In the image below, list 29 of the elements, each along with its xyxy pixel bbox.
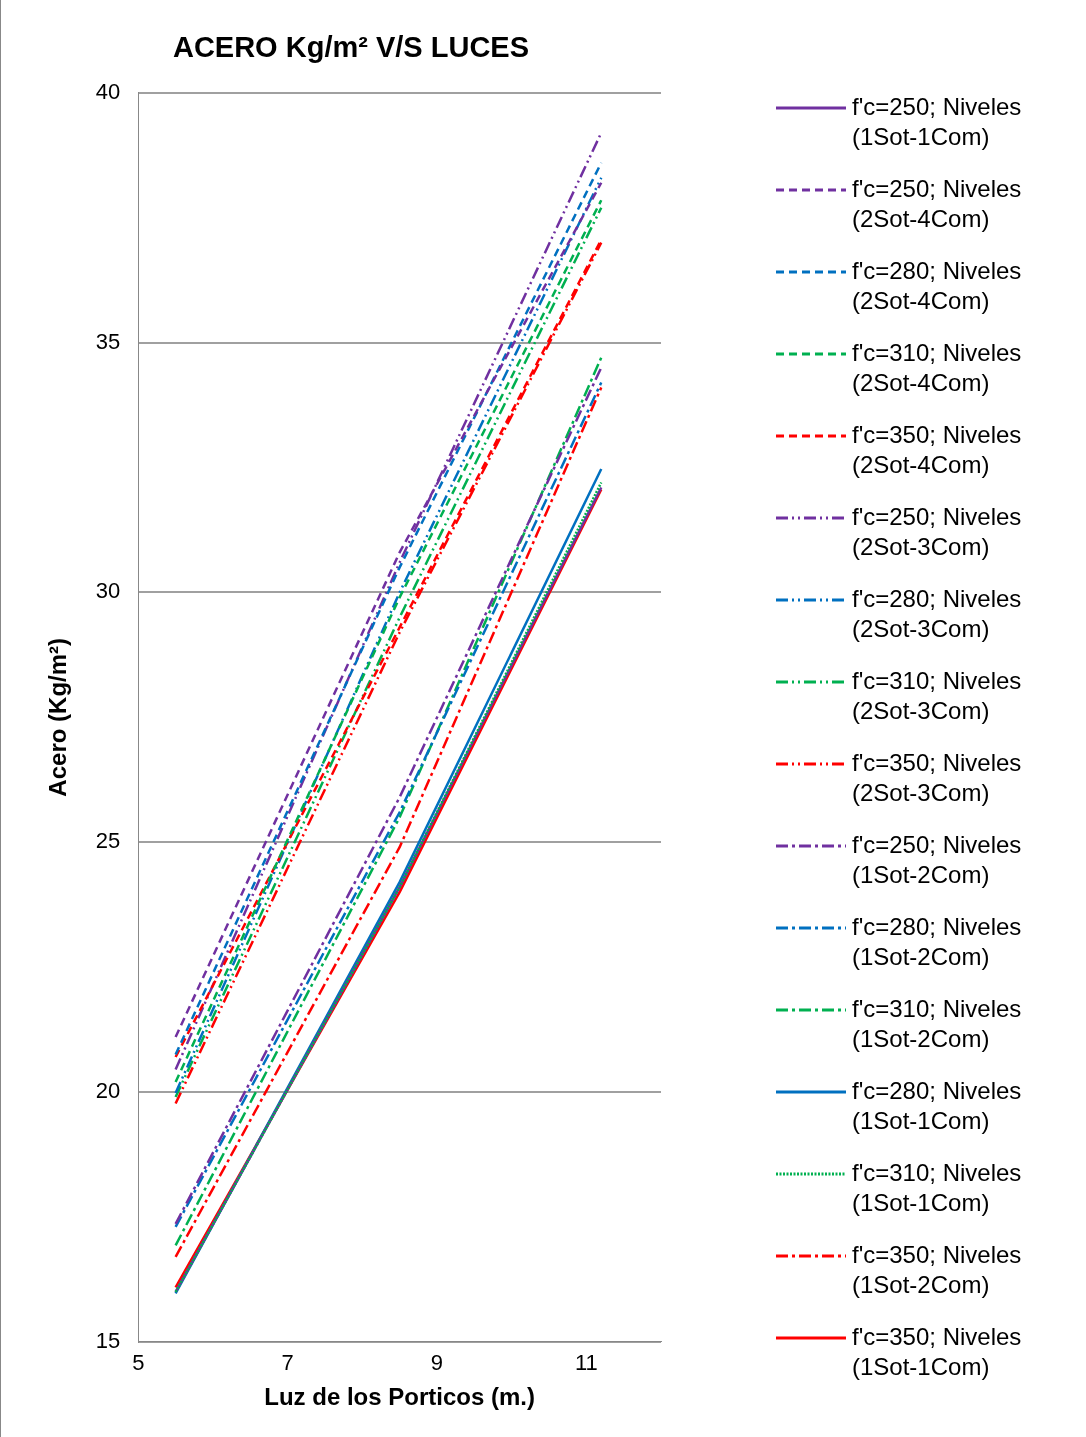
- y-tick-label: 20: [95, 1078, 121, 1104]
- y-axis-title: Acero (Kg/m²): [44, 637, 72, 797]
- x-axis-title: Luz de los Porticos (m.): [264, 1383, 535, 1411]
- chart-title: ACERO Kg/m² V/S LUCES: [172, 31, 530, 64]
- legend-label: f'c=280; Niveles (2Sot-4Com): [852, 256, 1023, 316]
- x-tick-label: 5: [132, 1350, 145, 1376]
- legend-label: f'c=250; Niveles (2Sot-4Com): [852, 174, 1023, 234]
- legend-label: f'c=310; Niveles (1Sot-1Com): [852, 1158, 1023, 1218]
- legend-label: f'c=310; Niveles (2Sot-4Com): [852, 338, 1023, 398]
- x-tick-label: 9: [430, 1350, 444, 1376]
- legend-label: f'c=310; Niveles (1Sot-2Com): [852, 994, 1023, 1054]
- y-tick-label: 15: [95, 1327, 121, 1353]
- y-tick-label: 35: [95, 328, 121, 354]
- legend-label: f'c=280; Niveles (2Sot-3Com): [852, 584, 1023, 644]
- y-tick-label: 25: [95, 828, 121, 854]
- legend-label: f'c=350; Niveles (1Sot-1Com): [852, 1322, 1023, 1382]
- y-tick-label: 40: [95, 78, 121, 104]
- x-tick-label: 11: [574, 1350, 598, 1376]
- legend-label: f'c=280; Niveles (1Sot-1Com): [852, 1076, 1023, 1136]
- legend-label: f'c=350; Niveles (2Sot-3Com): [852, 748, 1023, 808]
- legend-label: f'c=280; Niveles (1Sot-2Com): [852, 912, 1023, 972]
- legend-label: f'c=350; Niveles (1Sot-2Com): [852, 1240, 1023, 1300]
- legend-label: f'c=250; Niveles (2Sot-3Com): [852, 502, 1023, 562]
- x-tick-label: 7: [281, 1350, 294, 1376]
- legend-label: f'c=250; Niveles (1Sot-2Com): [852, 830, 1023, 890]
- legend-label: f'c=250; Niveles (1Sot-1Com): [852, 92, 1023, 152]
- legend-label: f'c=310; Niveles (2Sot-3Com): [852, 666, 1023, 726]
- legend-label: f'c=350; Niveles (2Sot-4Com): [852, 420, 1023, 480]
- y-tick-label: 30: [95, 578, 121, 604]
